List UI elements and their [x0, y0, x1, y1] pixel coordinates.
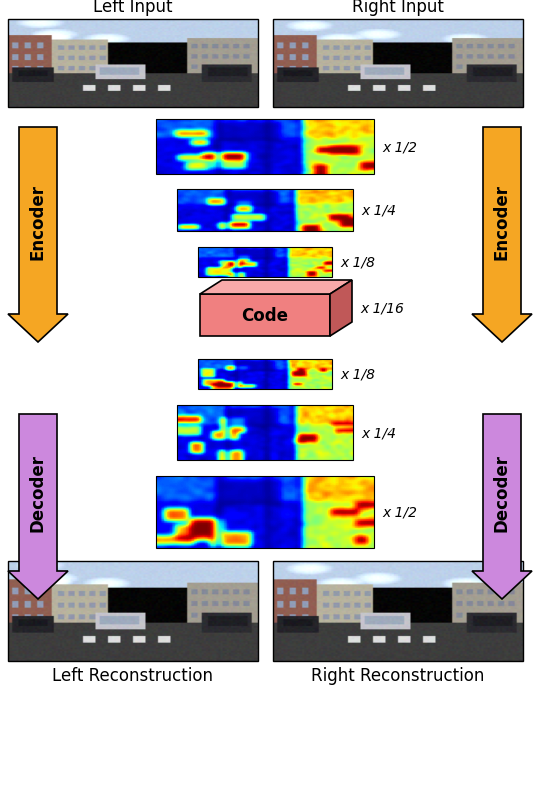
Text: x 1/4: x 1/4 — [361, 426, 396, 440]
Text: Left Reconstruction: Left Reconstruction — [52, 666, 213, 684]
Text: Code: Code — [241, 307, 288, 324]
Text: x 1/2: x 1/2 — [382, 505, 417, 519]
Polygon shape — [472, 128, 532, 342]
Polygon shape — [472, 414, 532, 599]
Bar — [273, 20, 523, 108]
Bar — [156, 120, 374, 175]
Text: x 1/8: x 1/8 — [340, 255, 375, 270]
Bar — [198, 359, 332, 389]
Text: x 1/16: x 1/16 — [360, 302, 404, 315]
Polygon shape — [200, 281, 352, 294]
Polygon shape — [8, 128, 68, 342]
Text: Decoder: Decoder — [493, 454, 511, 532]
Bar — [273, 561, 523, 661]
Bar — [156, 476, 374, 548]
Text: Left Input: Left Input — [93, 0, 173, 16]
Text: Decoder: Decoder — [29, 454, 47, 532]
Text: Right Input: Right Input — [352, 0, 444, 16]
Text: x 1/2: x 1/2 — [382, 140, 417, 154]
Text: x 1/4: x 1/4 — [361, 204, 396, 217]
Text: Encoder: Encoder — [29, 183, 47, 260]
Bar — [8, 561, 258, 661]
Bar — [200, 294, 330, 337]
Text: Encoder: Encoder — [493, 183, 511, 260]
Bar — [177, 190, 353, 232]
Text: Right Reconstruction: Right Reconstruction — [312, 666, 485, 684]
Polygon shape — [8, 414, 68, 599]
Bar — [198, 247, 332, 277]
Polygon shape — [330, 281, 352, 337]
Text: x 1/8: x 1/8 — [340, 367, 375, 381]
Bar — [8, 20, 258, 108]
Bar — [177, 406, 353, 461]
